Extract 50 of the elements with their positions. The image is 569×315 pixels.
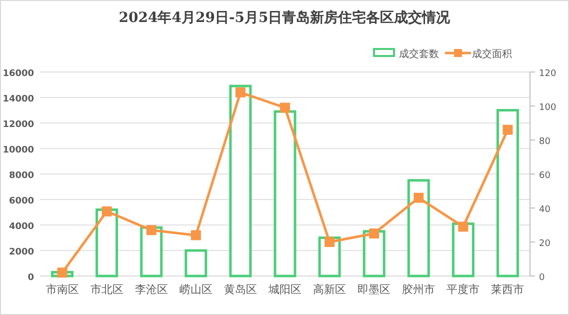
point (502, 124, 513, 135)
x-tick-label: 胶州市 (402, 283, 436, 296)
y-tick-label: 4000 (8, 222, 34, 232)
bar (496, 109, 519, 278)
point (57, 268, 68, 278)
x-tick-label: 黄岛区 (224, 283, 257, 296)
x-tick-label: 即墨区 (358, 283, 391, 296)
bar (140, 226, 163, 278)
y2-tick-label: 80 (539, 137, 551, 147)
bar (184, 249, 208, 278)
y-tick-label: 0 (28, 273, 34, 283)
bar (96, 208, 118, 278)
x-tick-label: 平度市 (446, 283, 480, 296)
y2-tick-label: 40 (539, 205, 551, 215)
point (458, 222, 468, 232)
legend-label: 成交套数 (399, 48, 439, 60)
x-tick-label: 李沧区 (134, 283, 168, 296)
point (102, 206, 112, 216)
y2-tick-label: 100 (539, 103, 556, 113)
chart-title: 2024年4月29日-5月5日青岛新房住宅各区成交情况 (118, 9, 452, 26)
y-tick-label: 16000 (2, 69, 34, 79)
y-tick-label: 6000 (8, 196, 34, 206)
x-tick-label: 高新区 (313, 283, 346, 296)
point (324, 237, 335, 247)
y2-tick-label: 0 (539, 273, 545, 283)
bar (274, 110, 296, 278)
point (280, 102, 290, 113)
point (235, 87, 246, 98)
y-tick-label: 14000 (2, 94, 34, 104)
y-tick-label: 10000 (2, 146, 34, 156)
y2-tick-label: 60 (539, 171, 551, 181)
bar (407, 179, 430, 278)
point (369, 228, 380, 238)
x-tick-label: 莱西市 (491, 283, 524, 296)
x-tick-label: 市南区 (46, 283, 79, 296)
x-tick-label: 城阳区 (268, 283, 302, 296)
point (190, 230, 201, 240)
bar (362, 230, 386, 278)
x-tick-label: 市北区 (90, 283, 124, 296)
point (146, 225, 156, 236)
bar (452, 222, 474, 278)
x-tick-label: 崂山区 (179, 283, 212, 296)
y-tick-label: 8000 (8, 171, 34, 181)
bar (229, 84, 252, 278)
y2-tick-label: 20 (539, 239, 551, 249)
y-tick-label: 2000 (8, 248, 34, 258)
y-tick-label: 12000 (2, 120, 34, 130)
legend-label: 成交面积 (472, 48, 512, 60)
point (414, 192, 424, 203)
y2-tick-label: 120 (539, 69, 556, 79)
